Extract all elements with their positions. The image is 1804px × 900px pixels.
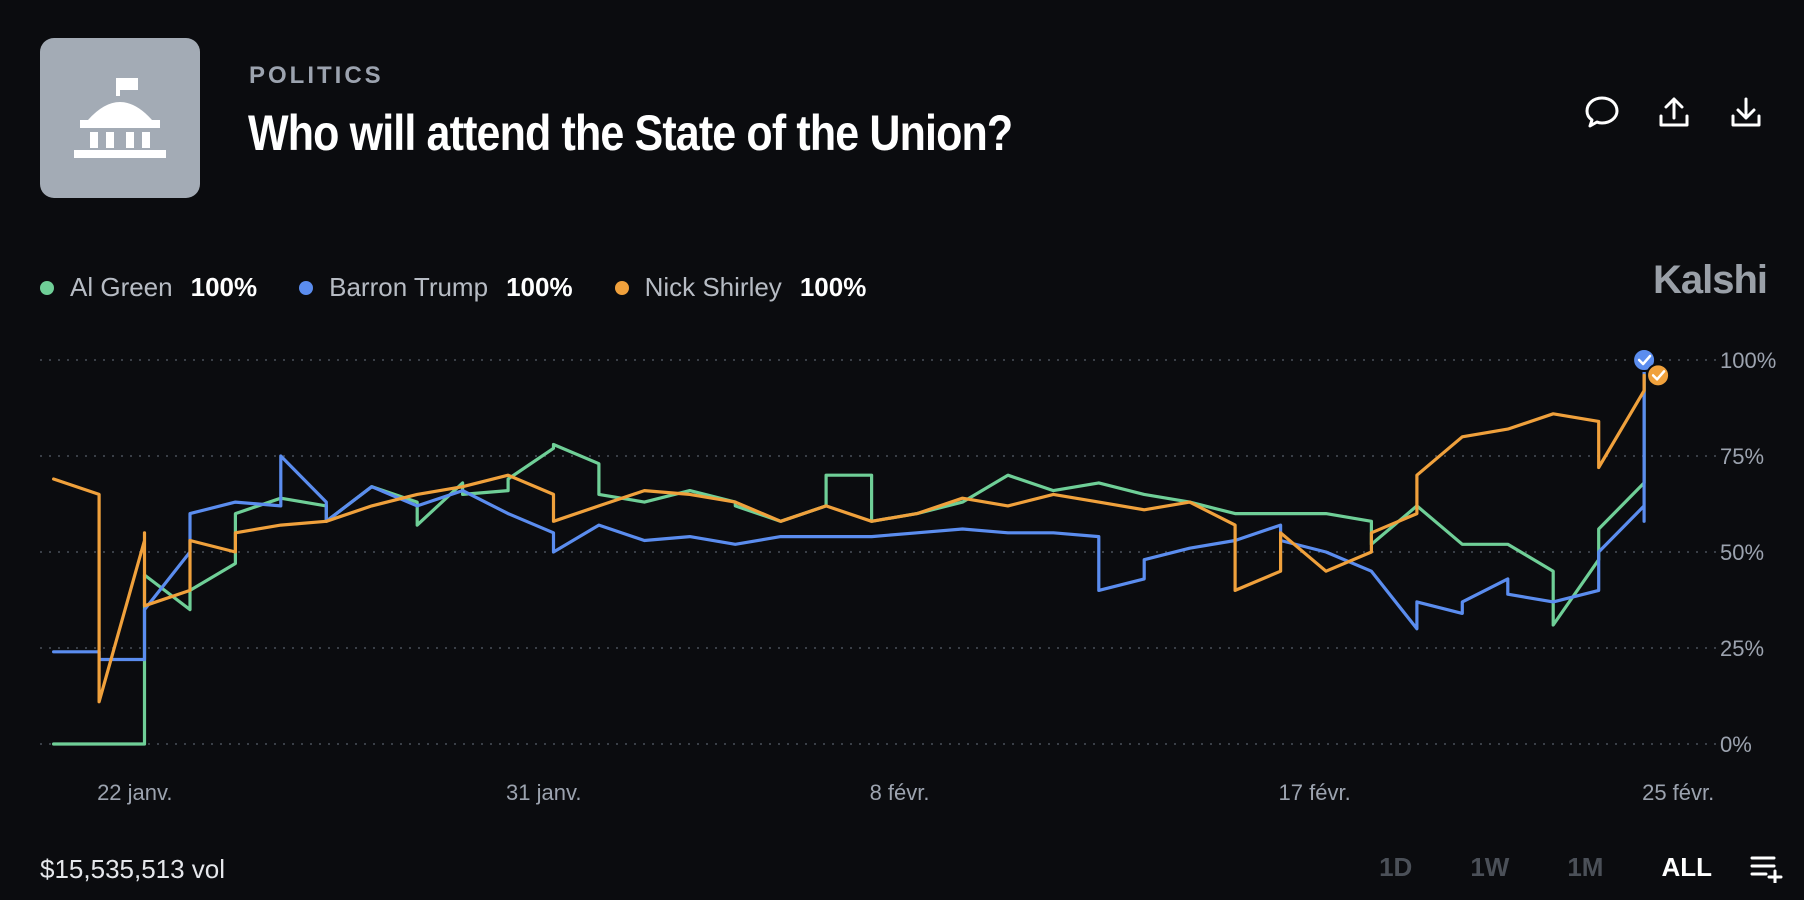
x-tick-label: 31 janv. [506, 780, 581, 805]
legend-dot [614, 280, 629, 295]
volume-label: $15,535,513 vol [40, 854, 226, 884]
y-tick-label: 100% [1720, 348, 1776, 373]
legend-series-value: 100% [190, 272, 258, 302]
capitol-building-icon [74, 78, 166, 158]
market-title: Who will attend the State of the Union? [248, 105, 1013, 161]
legend-series-value: 100% [799, 272, 867, 302]
legend-series-name: Nick Shirley [644, 272, 782, 302]
market-logo [40, 38, 200, 198]
header-actions [1584, 94, 1764, 130]
market-header: POLITICS Who will attend the State of th… [40, 38, 1764, 198]
legend-dot [299, 280, 314, 295]
legend-series-value: 100% [506, 272, 573, 302]
series-line-nick-shirley [52, 373, 1646, 704]
x-tick-label: 25 févr. [1642, 780, 1714, 805]
legend-dot [40, 280, 54, 295]
share-icon[interactable] [1656, 94, 1692, 130]
add-to-list-icon[interactable] [1750, 853, 1784, 883]
legend-series-name: Barron Trump [329, 272, 489, 302]
series-line-al-green [52, 358, 1646, 746]
legend-item-nick-shirley[interactable]: Nick Shirley 100% [614, 272, 867, 303]
chart-legend: Al Green 100% Barron Trump 100% Nick Shi… [40, 272, 908, 303]
series-line-barron-trump [52, 358, 1646, 662]
range-button-all[interactable]: ALL [1661, 852, 1712, 882]
x-tick-label: 8 févr. [870, 780, 930, 805]
y-tick-label: 75% [1720, 444, 1764, 469]
check-icon [1651, 370, 1666, 381]
range-button-1d[interactable]: 1D [1379, 852, 1413, 882]
download-icon[interactable] [1728, 94, 1764, 130]
x-tick-label: 17 févr. [1279, 780, 1351, 805]
comment-icon[interactable] [1584, 94, 1620, 130]
range-button-1m[interactable]: 1M [1567, 852, 1604, 882]
series-end-marker [1632, 348, 1657, 372]
x-tick-label: 22 janv. [97, 780, 172, 805]
range-button-1w[interactable]: 1W [1470, 852, 1510, 882]
market-category: POLITICS [249, 62, 384, 89]
y-tick-label: 50% [1720, 540, 1764, 565]
legend-item-al-green[interactable]: Al Green 100% [40, 272, 257, 303]
legend-series-name: Al Green [70, 272, 173, 302]
check-icon [1637, 354, 1652, 366]
time-range-selector: 1D 1W 1M ALL [1321, 852, 1784, 883]
legend-item-barron-trump[interactable]: Barron Trump 100% [299, 272, 573, 303]
y-tick-label: 25% [1720, 636, 1764, 661]
y-tick-label: 0% [1720, 732, 1752, 757]
kalshi-logo: Kalshi [1652, 258, 1768, 302]
series-end-marker [1646, 363, 1671, 388]
